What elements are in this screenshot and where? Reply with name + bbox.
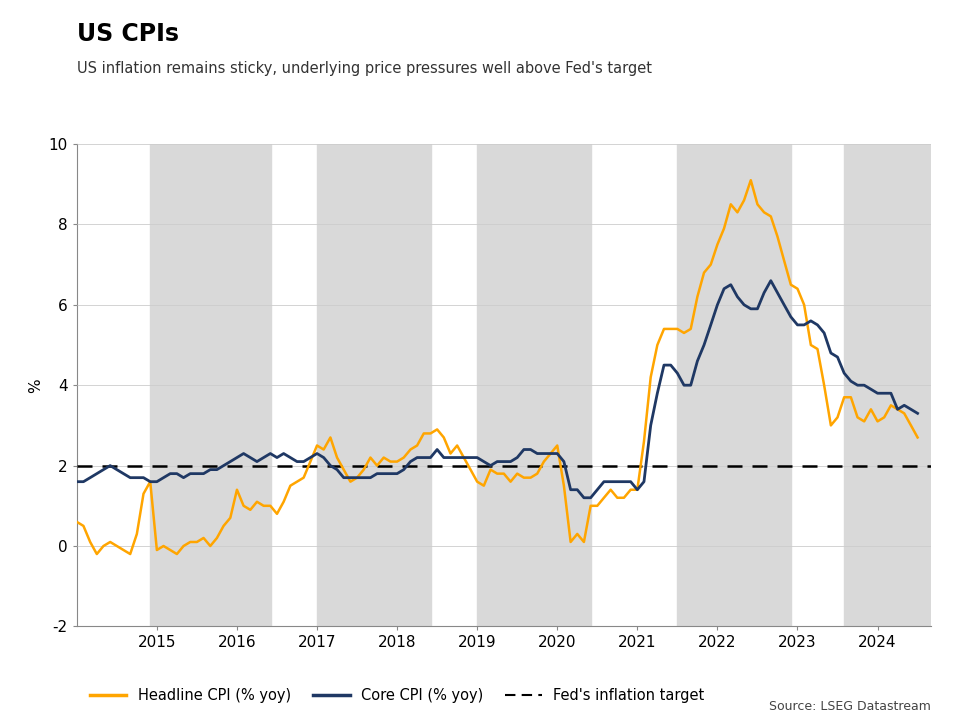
Bar (678, 144, 791, 626)
Text: Source: LSEG Datastream: Source: LSEG Datastream (769, 700, 931, 713)
Bar (477, 144, 591, 626)
Legend: Headline CPI (% yoy), Core CPI (% yoy), Fed's inflation target: Headline CPI (% yoy), Core CPI (% yoy), … (84, 682, 710, 708)
Bar (151, 144, 271, 626)
Bar (317, 144, 431, 626)
Bar (844, 144, 934, 626)
Y-axis label: %: % (28, 378, 43, 392)
Text: US CPIs: US CPIs (77, 22, 179, 45)
Text: US inflation remains sticky, underlying price pressures well above Fed's target: US inflation remains sticky, underlying … (77, 61, 652, 76)
